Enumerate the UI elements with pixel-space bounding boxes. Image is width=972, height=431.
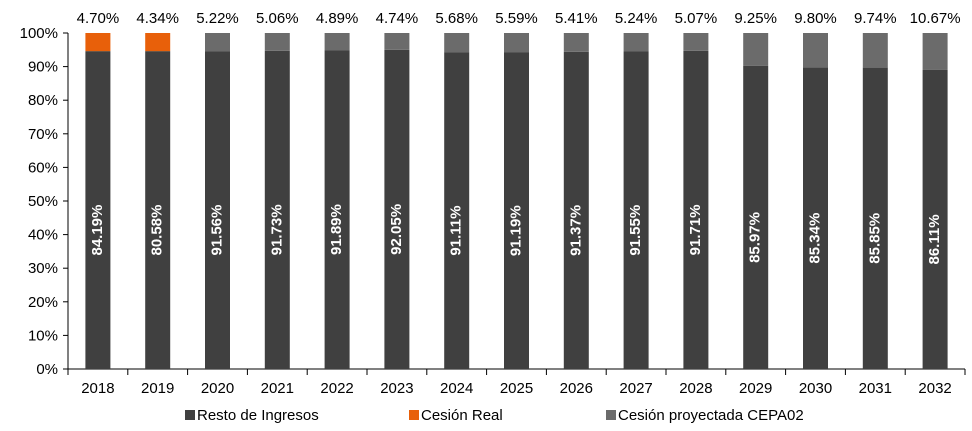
- bar-segment: [145, 33, 171, 52]
- x-tick-label: 2027: [619, 380, 652, 397]
- bar-top-label: 5.24%: [615, 10, 658, 27]
- bar-value-label: 92.05%: [388, 204, 405, 255]
- bar-segment: [264, 33, 290, 51]
- x-tick-label: 2022: [320, 380, 353, 397]
- legend-swatch: [185, 410, 195, 420]
- chart-bars: [85, 33, 948, 370]
- legend-label: Cesión Real: [421, 407, 503, 424]
- bar-top-label: 10.67%: [910, 10, 961, 27]
- bar-segment: [743, 65, 769, 369]
- bar-segment: [444, 33, 470, 53]
- bar-top-label: 5.59%: [495, 10, 538, 27]
- x-tick-label: 2026: [560, 380, 593, 397]
- bar-top-label: 5.41%: [555, 10, 598, 27]
- x-tick-label: 2021: [261, 380, 294, 397]
- bar-segment: [683, 33, 709, 51]
- legend-label: Cesión proyectada CEPA02: [618, 407, 804, 424]
- bar-segment: [563, 33, 589, 52]
- bar-value-label: 91.56%: [208, 205, 225, 256]
- y-tick-label: 10%: [28, 327, 58, 344]
- y-tick-label: 100%: [20, 25, 58, 42]
- bar-value-label: 85.97%: [747, 212, 764, 263]
- bar-segment: [504, 52, 529, 369]
- bar-segment: [205, 51, 230, 369]
- bar-segment: [145, 51, 171, 369]
- bar-value-label: 91.37%: [567, 205, 584, 256]
- x-tick-label: 2023: [380, 380, 413, 397]
- bar-segment: [922, 69, 948, 370]
- bar-segment: [384, 49, 410, 370]
- bar-segment: [384, 33, 410, 50]
- bar-top-label: 4.74%: [376, 10, 419, 27]
- bar-value-label: 85.34%: [806, 213, 823, 264]
- chart-axes: 0% 10% 20% 30% 40% 50% 60% 70% 80% 90% 100% 2018 201…: [20, 25, 966, 397]
- bar-segment: [205, 33, 230, 52]
- bar-segment: [623, 51, 649, 369]
- legend-swatch: [606, 410, 616, 420]
- legend-label: Resto de Ingresos: [197, 407, 319, 424]
- legend-swatch: [409, 410, 419, 420]
- bar-top-label: 9.80%: [794, 10, 837, 27]
- bar-value-label: 91.89%: [328, 204, 345, 255]
- bar-top-label: 4.34%: [136, 10, 179, 27]
- bar-top-label: 9.74%: [854, 10, 897, 27]
- bar-segment: [264, 50, 290, 370]
- y-tick-label: 20%: [28, 294, 58, 311]
- bar-top-label: 5.68%: [435, 10, 478, 27]
- bar-segment: [324, 33, 350, 51]
- bar-value-label: 91.55%: [627, 205, 644, 256]
- bar-segment: [922, 33, 948, 70]
- bar-segment: [85, 33, 111, 52]
- bar-value-label: 85.85%: [866, 213, 883, 264]
- y-tick-label: 70%: [28, 126, 58, 143]
- x-tick-label: 2024: [440, 380, 473, 397]
- bar-segment: [444, 52, 470, 369]
- y-tick-label: 60%: [28, 159, 58, 176]
- x-tick-label: 2030: [799, 380, 832, 397]
- x-tick-label: 2031: [859, 380, 892, 397]
- chart-labels: 84.19% 4.70% 80.58% 4.34% 91.56% 5.22% 91.73% 5…: [77, 10, 961, 265]
- y-tick-label: 0%: [36, 361, 58, 378]
- x-tick-label: 2020: [201, 380, 234, 397]
- bar-value-label: 86.11%: [926, 214, 943, 264]
- bar-segment: [803, 67, 828, 369]
- chart-legend: Resto de Ingresos Cesión Real Cesión proye…: [185, 407, 804, 424]
- bar-segment: [862, 33, 888, 68]
- bar-value-label: 91.71%: [687, 204, 704, 255]
- bar-top-label: 5.06%: [256, 10, 299, 27]
- y-tick-label: 80%: [28, 92, 58, 109]
- y-tick-label: 30%: [28, 260, 58, 277]
- bar-value-label: 84.19%: [89, 205, 106, 256]
- bar-segment: [563, 51, 589, 369]
- x-tick-label: 2028: [679, 380, 712, 397]
- bar-top-label: 5.07%: [675, 10, 718, 27]
- bar-top-label: 4.89%: [316, 10, 359, 27]
- bar-segment: [743, 33, 769, 66]
- bar-value-label: 91.73%: [268, 204, 285, 255]
- x-tick-label: 2029: [739, 380, 772, 397]
- bar-segment: [803, 33, 828, 68]
- bar-segment: [504, 33, 529, 53]
- y-tick-label: 90%: [28, 59, 58, 76]
- bar-value-label: 91.19%: [507, 205, 524, 256]
- bar-segment: [683, 50, 709, 370]
- bar-segment: [324, 50, 350, 370]
- bar-top-label: 4.70%: [77, 10, 120, 27]
- x-tick-label: 2025: [500, 380, 533, 397]
- bar-segment: [623, 33, 649, 52]
- bar-top-label: 9.25%: [734, 10, 777, 27]
- bar-segment: [862, 67, 888, 369]
- x-tick-label: 2019: [141, 380, 174, 397]
- bar-value-label: 80.58%: [149, 205, 166, 256]
- x-tick-label: 2018: [81, 380, 114, 397]
- x-tick-label: 2032: [918, 380, 951, 397]
- bar-segment: [85, 51, 111, 369]
- bar-value-label: 91.11%: [448, 206, 465, 256]
- y-tick-label: 50%: [28, 193, 58, 210]
- bar-top-label: 5.22%: [196, 10, 239, 27]
- y-tick-label: 40%: [28, 227, 58, 244]
